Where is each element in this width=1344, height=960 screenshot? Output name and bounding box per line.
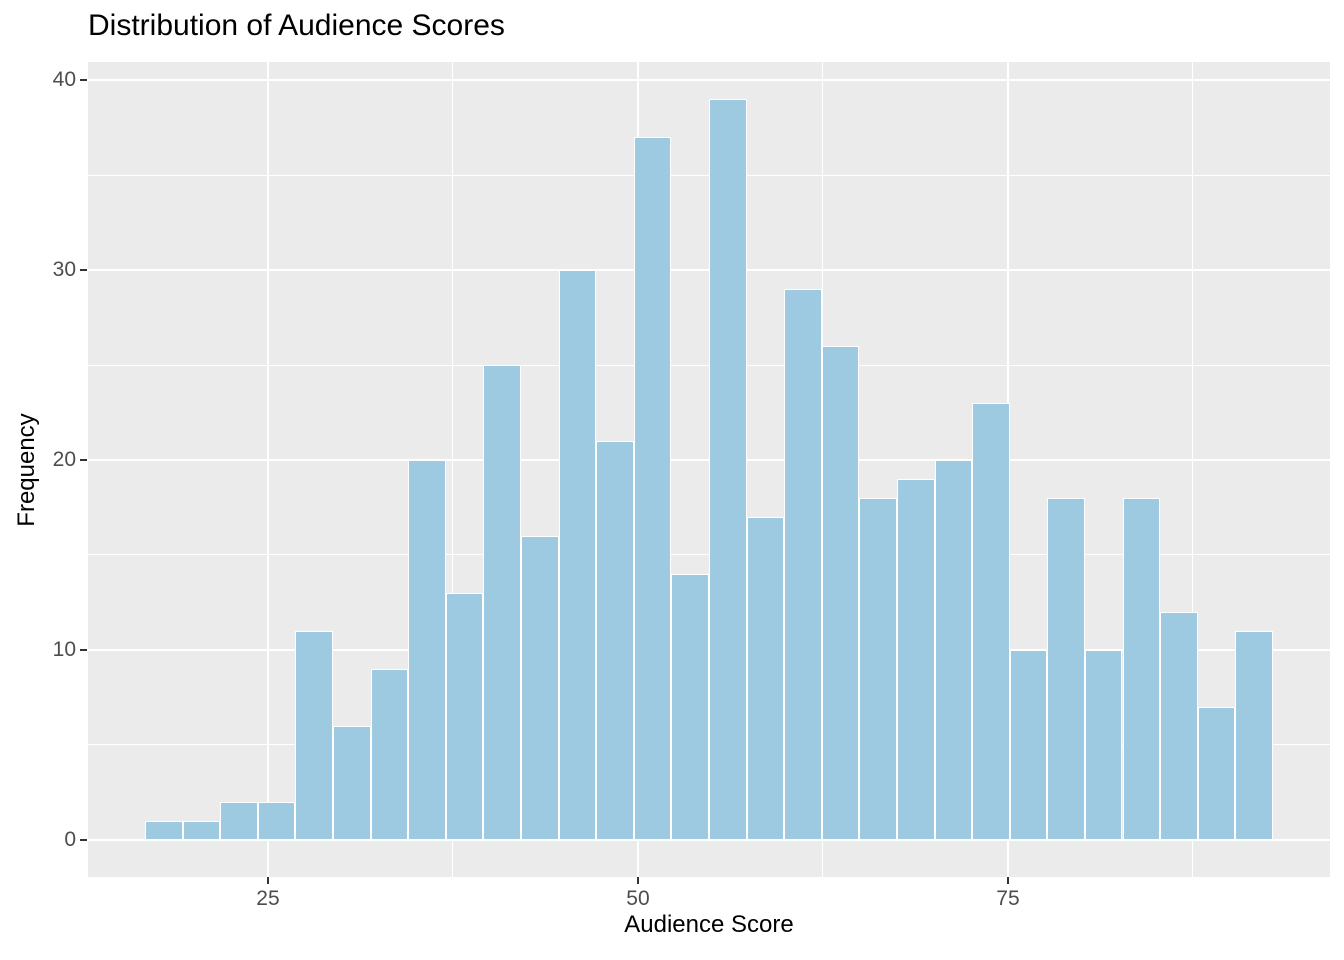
histogram-bar: [746, 516, 785, 840]
histogram-bar: [257, 801, 296, 840]
histogram-bar: [483, 365, 522, 840]
y-tick-label: 40: [52, 68, 76, 92]
x-tick-mark: [266, 877, 269, 884]
y-tick-label: 0: [64, 827, 76, 851]
y-tick-mark: [80, 648, 87, 651]
y-tick-mark: [80, 459, 87, 461]
y-tick-label: 30: [52, 258, 76, 282]
histogram-bar: [709, 99, 747, 840]
histogram-bar: [596, 441, 634, 840]
histogram-bar: [521, 535, 559, 840]
histogram-bar: [408, 460, 446, 840]
x-tick-mark: [636, 877, 639, 884]
y-tick-mark: [80, 838, 87, 841]
histogram-bar: [859, 497, 897, 840]
histogram-bar: [145, 820, 183, 840]
y-tick-mark: [80, 269, 87, 272]
x-tick-label: 50: [626, 887, 650, 910]
x-tick-label: 75: [996, 887, 1020, 910]
x-tick-mark: [1006, 877, 1009, 884]
y-tick-label: 10: [52, 637, 76, 661]
gridline-minor-x: [452, 62, 454, 877]
histogram-bar: [633, 137, 672, 840]
histogram-bar: [934, 460, 973, 840]
histogram-bar: [220, 801, 258, 840]
plot-title: Distribution of Audience Scores: [88, 9, 505, 42]
histogram-bar: [1009, 649, 1048, 840]
histogram-bar: [1197, 706, 1236, 840]
histogram-bar: [671, 573, 709, 840]
x-axis-title: Audience Score: [624, 911, 794, 938]
gridline-major-x: [266, 62, 269, 877]
gridline-minor-x: [1192, 62, 1194, 877]
gridline-major-y: [88, 838, 1330, 841]
histogram-bar: [1084, 649, 1123, 840]
histogram-bar: [1047, 497, 1085, 840]
plot-panel: [88, 62, 1330, 877]
y-tick-mark: [80, 79, 87, 82]
histogram-bar: [972, 403, 1010, 840]
x-tick-label: 25: [256, 887, 280, 910]
histogram-bar: [1235, 630, 1273, 840]
histogram-bar: [295, 630, 334, 840]
histogram-bar: [1122, 497, 1161, 840]
gridline-major-y: [88, 79, 1330, 82]
histogram-bar: [370, 668, 409, 840]
histogram-bar: [784, 289, 822, 840]
y-tick-label: 20: [52, 448, 76, 471]
histogram-bar: [182, 820, 221, 840]
histogram-bar: [821, 346, 860, 840]
histogram-bar: [896, 478, 935, 840]
histogram-bar: [558, 270, 597, 840]
histogram-bar: [445, 592, 484, 840]
histogram-bar: [333, 725, 371, 840]
histogram-bar: [1160, 611, 1198, 840]
